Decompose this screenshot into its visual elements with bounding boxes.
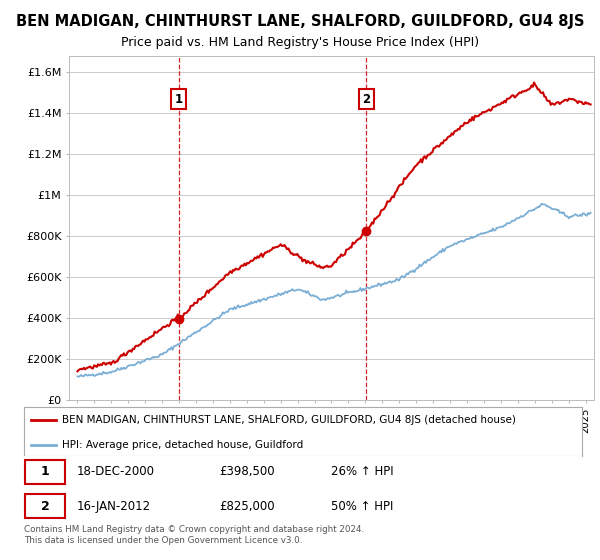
Text: Price paid vs. HM Land Registry's House Price Index (HPI): Price paid vs. HM Land Registry's House …: [121, 36, 479, 49]
Text: 1: 1: [175, 92, 182, 105]
Text: 26% ↑ HPI: 26% ↑ HPI: [331, 465, 394, 478]
Text: £825,000: £825,000: [220, 500, 275, 512]
FancyBboxPatch shape: [25, 460, 65, 484]
Text: Contains HM Land Registry data © Crown copyright and database right 2024.
This d: Contains HM Land Registry data © Crown c…: [24, 525, 364, 545]
FancyBboxPatch shape: [25, 494, 65, 518]
Text: BEN MADIGAN, CHINTHURST LANE, SHALFORD, GUILDFORD, GU4 8JS: BEN MADIGAN, CHINTHURST LANE, SHALFORD, …: [16, 14, 584, 29]
Text: 1: 1: [41, 465, 50, 478]
Text: 2: 2: [41, 500, 50, 512]
Text: £398,500: £398,500: [220, 465, 275, 478]
Text: 16-JAN-2012: 16-JAN-2012: [77, 500, 151, 512]
Text: HPI: Average price, detached house, Guildford: HPI: Average price, detached house, Guil…: [62, 440, 303, 450]
Text: 50% ↑ HPI: 50% ↑ HPI: [331, 500, 393, 512]
Text: 2: 2: [362, 92, 370, 105]
Text: 18-DEC-2000: 18-DEC-2000: [77, 465, 155, 478]
Text: BEN MADIGAN, CHINTHURST LANE, SHALFORD, GUILDFORD, GU4 8JS (detached house): BEN MADIGAN, CHINTHURST LANE, SHALFORD, …: [62, 416, 516, 426]
